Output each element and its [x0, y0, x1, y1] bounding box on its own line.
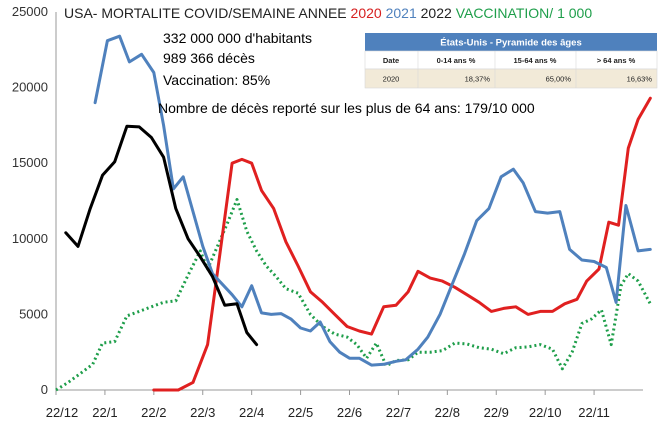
- title-segment-4: 2022: [417, 5, 456, 21]
- x-tick-label: 22/5: [288, 405, 313, 420]
- x-tick-label: 22/10: [529, 405, 562, 420]
- table-col-date: Date: [383, 56, 399, 65]
- series-lines: [55, 34, 652, 392]
- table-col-over64: > 64 ans %: [597, 56, 636, 65]
- y-tick-label: 10000: [12, 231, 48, 246]
- title-segment-5: VACCINATION/ 1 000: [456, 5, 593, 21]
- age-pyramid-table: États-Unis - Pyramide des âges Date 0-14…: [364, 33, 658, 89]
- x-tick-label: 22/2: [141, 405, 166, 420]
- y-ticks: 0 5000 10000 15000 20000 25000: [12, 4, 48, 397]
- x-tick-label: 22/11: [578, 405, 610, 420]
- series-line-2022: [64, 124, 259, 347]
- y-tick-label: 25000: [12, 4, 48, 19]
- table-cell-over64: 16,63%: [627, 75, 653, 84]
- table-cell-0-14: 18,37%: [465, 75, 491, 84]
- series-line-vaccination-1-000: [55, 198, 652, 392]
- table-cell-15-64: 65,00%: [546, 75, 572, 84]
- table-data-row: [364, 68, 658, 89]
- table-col-15-64: 15-64 ans %: [514, 56, 557, 65]
- annotation-deaths: 989 366 décès: [163, 50, 255, 66]
- y-tick-label: 20000: [12, 80, 48, 95]
- x-tick-label: 22/9: [484, 405, 509, 420]
- x-tick-label: 22/3: [190, 405, 215, 420]
- series-line-2020: [152, 96, 652, 392]
- annotation-over64: Nombre de décès reporté sur les plus de …: [158, 100, 535, 116]
- x-ticks: 22/12 22/1 22/2 22/3 22/4 22/5 22/6 22/7 22/8 22/…: [46, 390, 610, 420]
- title-segment-1: 2020: [351, 5, 382, 21]
- x-tick-label: 22/7: [386, 405, 411, 420]
- table-header-bar: [365, 33, 657, 51]
- annotation-population: 332 000 000 d'habitants: [163, 30, 312, 46]
- y-tick-label: 5000: [19, 306, 48, 321]
- x-tick-label: 22/8: [435, 405, 460, 420]
- chart-title: USA- MORTALITE COVID/SEMAINE ANNEE 2020 …: [64, 5, 592, 21]
- title-segment-0: USA- MORTALITE COVID/SEMAINE ANNEE: [64, 5, 351, 21]
- x-tick-label: 22/1: [92, 405, 117, 420]
- title-segment-3: 2021: [386, 5, 417, 21]
- annotation-vaccination: Vaccination: 85%: [163, 72, 270, 88]
- y-tick-label: 15000: [12, 155, 48, 170]
- table-title: États-Unis - Pyramide des âges: [440, 38, 582, 49]
- x-tick-label: 22/6: [337, 405, 362, 420]
- x-tick-label: 22/4: [239, 405, 264, 420]
- table-cell-date: 2020: [383, 75, 400, 84]
- table-col-0-14: 0-14 ans %: [437, 56, 476, 65]
- x-tick-label: 22/12: [46, 405, 79, 420]
- series-line-2021: [93, 34, 652, 367]
- y-tick-label: 0: [41, 382, 48, 397]
